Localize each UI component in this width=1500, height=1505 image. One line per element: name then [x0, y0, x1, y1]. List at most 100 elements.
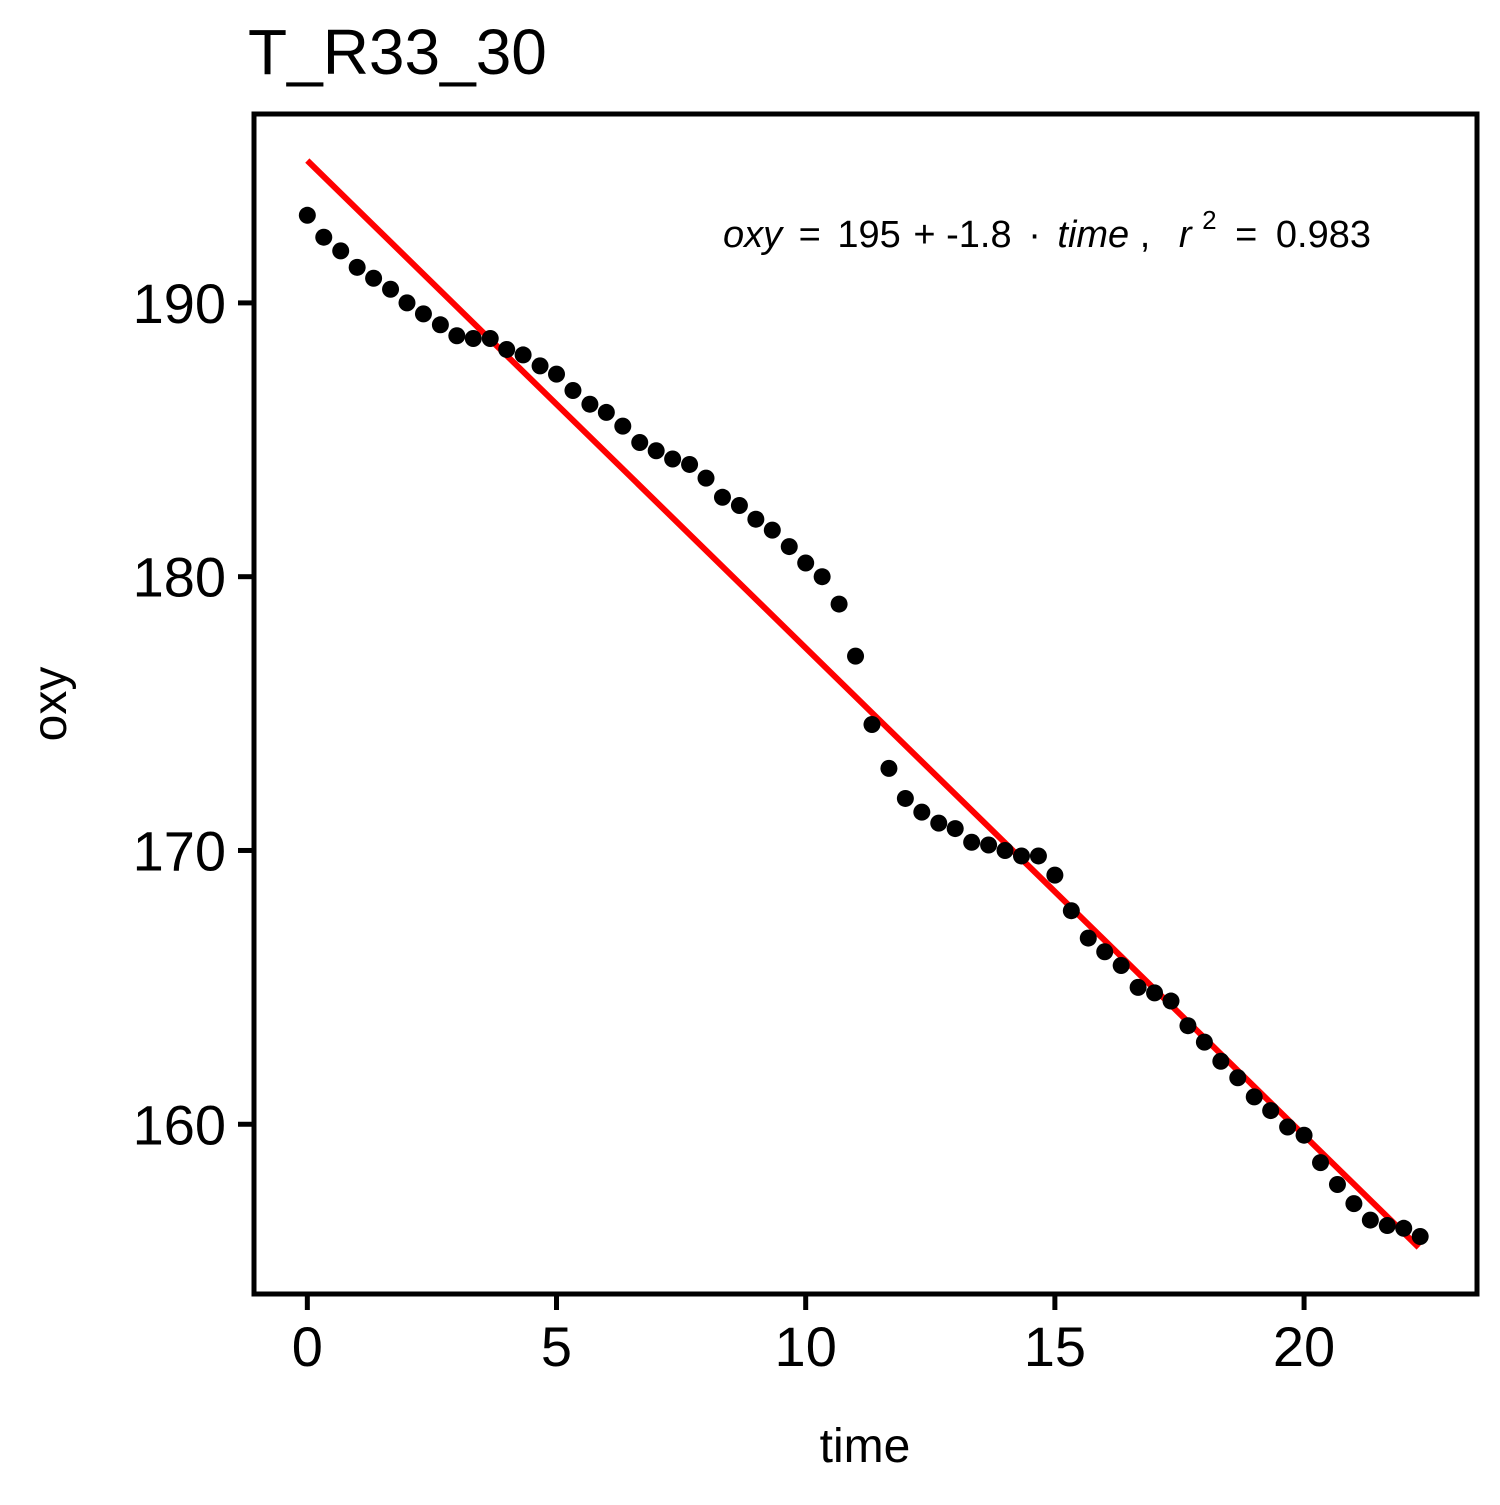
- data-point: [1195, 1033, 1213, 1051]
- data-point: [847, 647, 865, 665]
- data-point: [1029, 847, 1047, 865]
- equation-variable: time: [1057, 214, 1129, 256]
- equation-plus: +: [913, 214, 935, 256]
- data-point: [1162, 992, 1180, 1010]
- x-tick-label: 0: [292, 1315, 323, 1378]
- data-point: [531, 357, 549, 375]
- x-tick-label: 10: [775, 1315, 837, 1378]
- data-point: [664, 450, 682, 468]
- data-point: [481, 330, 499, 348]
- data-point: [1345, 1195, 1363, 1213]
- data-point: [1245, 1088, 1263, 1106]
- x-tick-label: 15: [1024, 1315, 1086, 1378]
- equation-equals: =: [799, 214, 821, 256]
- data-point: [514, 346, 532, 364]
- y-tick-label: 170: [133, 819, 226, 882]
- data-point: [1312, 1154, 1330, 1172]
- data-point: [1212, 1052, 1230, 1070]
- data-point: [863, 716, 881, 734]
- data-point: [448, 327, 466, 345]
- data-point: [414, 305, 432, 323]
- data-point: [1079, 929, 1097, 947]
- data-point: [631, 434, 649, 452]
- data-point: [1378, 1217, 1396, 1235]
- r-equals: =: [1235, 214, 1257, 256]
- data-point: [1179, 1017, 1197, 1035]
- equation-slope: -1.8: [946, 214, 1011, 256]
- plot-panel-border: [251, 111, 1480, 1297]
- data-point: [332, 242, 350, 260]
- data-point: [930, 814, 948, 832]
- data-point: [1146, 984, 1164, 1002]
- data-point: [1395, 1219, 1413, 1237]
- data-point: [348, 258, 366, 276]
- data-point: [1411, 1228, 1429, 1246]
- equation-lhs: oxy: [723, 214, 784, 256]
- data-point: [797, 554, 815, 572]
- data-points: [298, 206, 1429, 1246]
- data-point: [880, 759, 898, 777]
- data-point: [830, 595, 848, 613]
- data-point: [1046, 866, 1064, 884]
- y-tick-label: 190: [133, 272, 226, 335]
- data-point: [1279, 1118, 1297, 1136]
- data-point: [1129, 978, 1147, 996]
- data-point: [382, 280, 400, 298]
- data-point: [398, 294, 416, 312]
- data-point: [697, 469, 715, 487]
- x-axis: 0 5 10 15 20: [292, 1294, 1335, 1378]
- equation-comma: ,: [1140, 214, 1151, 256]
- data-point: [647, 442, 665, 460]
- x-tick-label: 5: [541, 1315, 572, 1378]
- data-point: [1262, 1102, 1280, 1120]
- data-point: [747, 510, 765, 528]
- regression-equation: oxy = 195 + -1.8 · time , r 2 = 0.983: [723, 196, 1371, 256]
- data-point: [298, 206, 316, 224]
- y-tick-label: 180: [133, 546, 226, 609]
- data-point: [498, 340, 516, 358]
- data-point: [963, 833, 981, 851]
- y-axis-title: oxy: [24, 667, 77, 742]
- data-point: [1096, 943, 1114, 961]
- data-point: [431, 316, 449, 334]
- data-point: [713, 488, 731, 506]
- data-point: [913, 803, 931, 821]
- data-point: [1012, 847, 1030, 865]
- x-tick-label: 20: [1273, 1315, 1335, 1378]
- data-point: [1361, 1211, 1379, 1229]
- data-point: [1112, 956, 1130, 974]
- data-point: [980, 836, 998, 854]
- data-point: [1295, 1126, 1313, 1144]
- equation-intercept: 195: [837, 214, 900, 256]
- data-point: [946, 820, 964, 838]
- y-tick-label: 160: [133, 1093, 226, 1156]
- data-point: [614, 417, 632, 435]
- x-axis-title: time: [820, 1420, 911, 1473]
- data-point: [1229, 1069, 1247, 1087]
- data-point: [597, 403, 615, 421]
- data-point: [315, 228, 333, 246]
- r-exponent: 2: [1202, 205, 1216, 235]
- data-point: [996, 841, 1014, 859]
- data-point: [813, 568, 831, 586]
- data-point: [730, 497, 748, 515]
- data-point: [564, 382, 582, 400]
- data-point: [548, 365, 566, 383]
- data-point: [896, 789, 914, 807]
- r-squared-value: 0.983: [1276, 214, 1371, 256]
- r-symbol: r: [1179, 214, 1193, 256]
- data-point: [681, 455, 699, 473]
- data-point: [1328, 1175, 1346, 1193]
- data-point: [1062, 902, 1080, 920]
- chart-title: T_R33_30: [248, 16, 547, 88]
- data-point: [581, 395, 599, 413]
- data-point: [365, 269, 383, 287]
- data-point: [464, 330, 482, 348]
- data-point: [763, 521, 781, 539]
- data-point: [780, 538, 798, 556]
- equation-dot: ·: [1028, 214, 1041, 256]
- y-axis: 160 170 180 190: [133, 272, 254, 1156]
